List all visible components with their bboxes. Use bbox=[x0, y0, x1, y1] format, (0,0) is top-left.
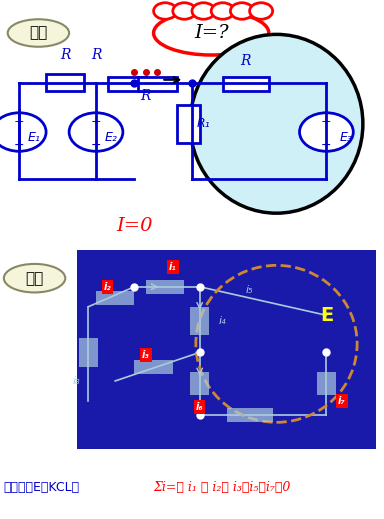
Text: i₂: i₂ bbox=[104, 282, 111, 292]
Circle shape bbox=[250, 3, 273, 19]
Text: R₁: R₁ bbox=[197, 117, 210, 130]
Text: i₄: i₄ bbox=[219, 316, 227, 326]
Text: −: − bbox=[14, 139, 25, 152]
Text: R: R bbox=[91, 48, 101, 62]
Circle shape bbox=[211, 3, 234, 19]
Ellipse shape bbox=[154, 11, 269, 55]
FancyBboxPatch shape bbox=[227, 408, 273, 422]
Text: −: − bbox=[91, 139, 101, 152]
Ellipse shape bbox=[190, 34, 363, 213]
Circle shape bbox=[173, 3, 196, 19]
FancyBboxPatch shape bbox=[317, 373, 336, 395]
FancyBboxPatch shape bbox=[223, 77, 269, 91]
Circle shape bbox=[0, 113, 46, 152]
Text: i₈: i₈ bbox=[73, 376, 81, 386]
Text: +: + bbox=[321, 115, 332, 128]
Text: R: R bbox=[240, 53, 251, 67]
Circle shape bbox=[154, 3, 177, 19]
Text: +: + bbox=[14, 115, 25, 128]
Text: E: E bbox=[320, 306, 333, 325]
Text: E₃: E₃ bbox=[339, 131, 352, 144]
FancyBboxPatch shape bbox=[96, 291, 134, 305]
Circle shape bbox=[230, 3, 253, 19]
Circle shape bbox=[69, 113, 123, 152]
FancyBboxPatch shape bbox=[146, 280, 184, 294]
Text: Σi=－ i₁ ＋ i₂＋ i₃＋i₅＋i₇＝0: Σi=－ i₁ ＋ i₂＋ i₃＋i₅＋i₇＝0 bbox=[154, 481, 291, 495]
Text: i₃: i₃ bbox=[142, 350, 150, 360]
Text: +: + bbox=[91, 115, 101, 128]
FancyBboxPatch shape bbox=[77, 250, 376, 449]
Text: i₇: i₇ bbox=[338, 396, 346, 406]
Text: i₆: i₆ bbox=[196, 402, 204, 412]
Circle shape bbox=[300, 113, 353, 152]
Text: i₁: i₁ bbox=[169, 262, 177, 272]
FancyBboxPatch shape bbox=[138, 77, 177, 91]
Text: 例：: 例： bbox=[29, 25, 48, 40]
FancyBboxPatch shape bbox=[46, 74, 84, 91]
FancyBboxPatch shape bbox=[177, 104, 200, 143]
Text: E₂: E₂ bbox=[105, 131, 118, 144]
Text: i₅: i₅ bbox=[246, 284, 253, 295]
FancyBboxPatch shape bbox=[108, 77, 146, 91]
Text: R: R bbox=[60, 48, 71, 62]
FancyBboxPatch shape bbox=[190, 373, 209, 395]
FancyBboxPatch shape bbox=[190, 307, 209, 335]
Text: I=0: I=0 bbox=[116, 216, 153, 235]
Text: −: − bbox=[321, 139, 332, 152]
Ellipse shape bbox=[8, 19, 69, 47]
Text: 例：: 例： bbox=[25, 271, 44, 285]
Text: I=?: I=? bbox=[194, 24, 228, 42]
Ellipse shape bbox=[4, 264, 65, 293]
Text: E₁: E₁ bbox=[28, 131, 41, 144]
FancyBboxPatch shape bbox=[79, 338, 98, 366]
Circle shape bbox=[192, 3, 215, 19]
FancyBboxPatch shape bbox=[134, 360, 173, 374]
Text: 复合结点E的KCL：: 复合结点E的KCL： bbox=[4, 481, 80, 495]
Text: R: R bbox=[141, 89, 151, 103]
